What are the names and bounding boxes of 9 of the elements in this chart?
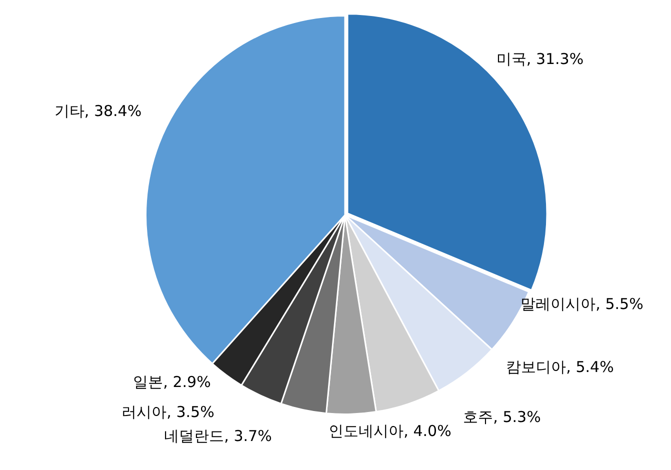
slice-label: 일본, 2.9%: [133, 372, 211, 391]
slice-label: 말레이시아, 5.5%: [520, 294, 644, 313]
slice-label: 호주, 5.3%: [463, 408, 541, 426]
slice-label: 캄보디아, 5.4%: [506, 358, 614, 376]
slice-label: 러시아, 3.5%: [122, 402, 214, 421]
slice-label: 인도네시아, 4.0%: [328, 422, 452, 440]
slice-label: 네덜란드, 3.7%: [164, 426, 272, 445]
slice-label: 미국, 31.3%: [496, 50, 584, 68]
slice-label: 기타, 38.4%: [54, 102, 142, 120]
